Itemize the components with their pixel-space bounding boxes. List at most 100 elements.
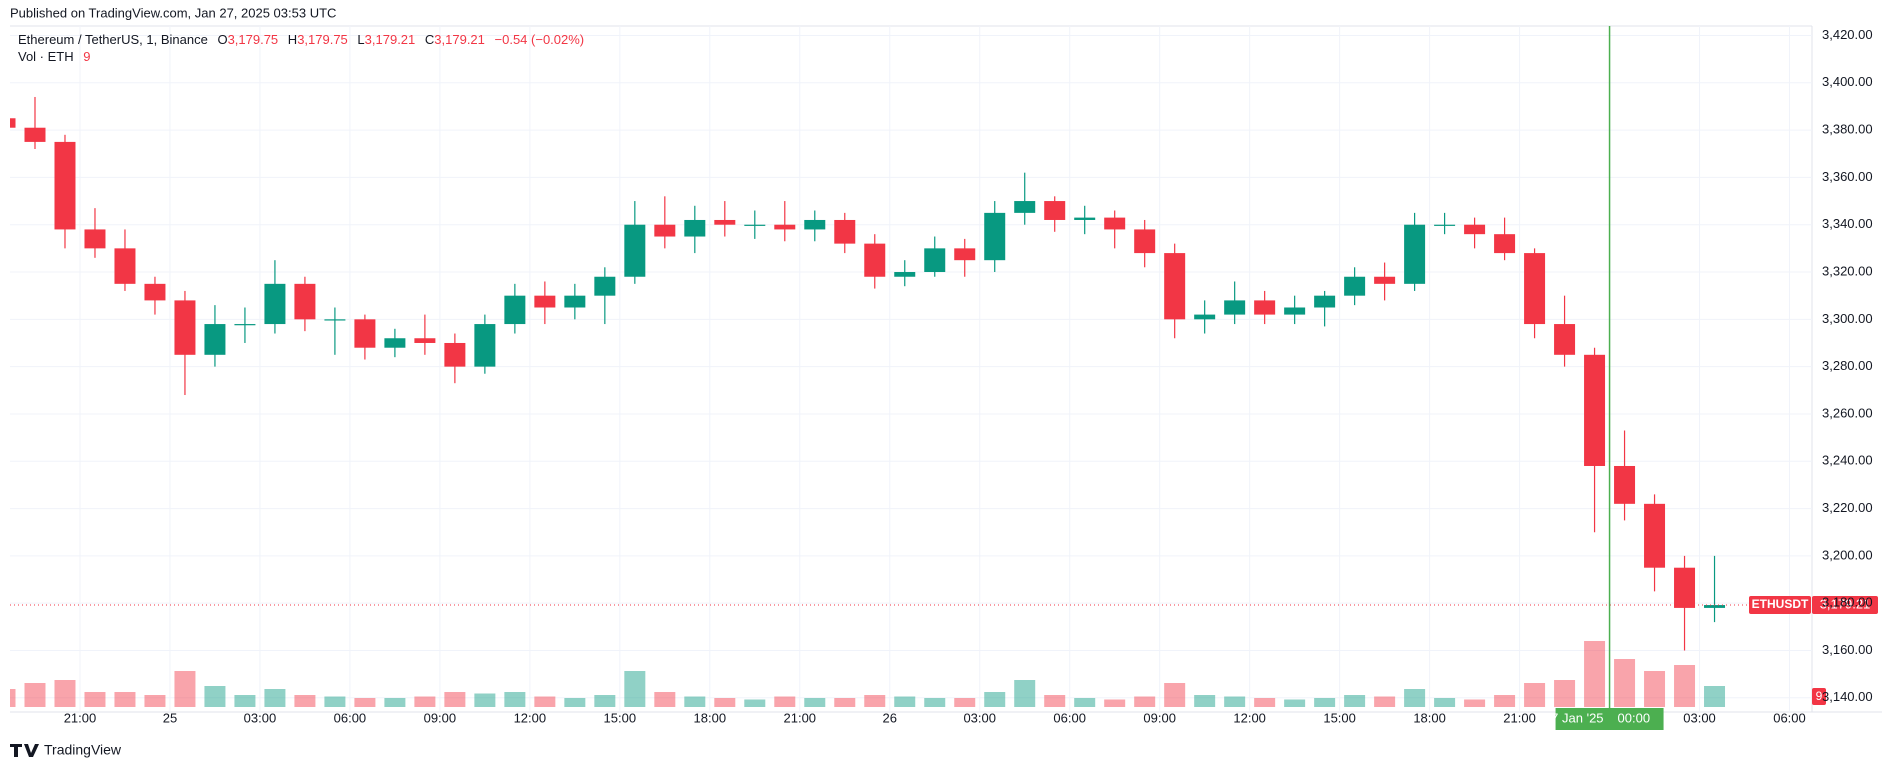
volume-bar <box>1134 696 1156 707</box>
volume-bar <box>1554 680 1576 707</box>
legend-close: 3,179.21 <box>434 32 485 47</box>
volume-bar <box>804 698 826 707</box>
volume-bar <box>834 698 856 707</box>
volume-bar <box>1494 695 1516 707</box>
volume-bar <box>774 696 796 707</box>
volume-bar <box>984 692 1006 707</box>
symbol-badge-bg <box>1749 596 1811 615</box>
volume-bar <box>1404 689 1426 707</box>
candle-body <box>1104 217 1126 230</box>
candle-body <box>1584 354 1606 466</box>
grid <box>10 26 1812 712</box>
candle-body <box>384 338 406 348</box>
plot <box>10 96 1726 707</box>
y-tick-label: 3,360.00 <box>1822 169 1873 184</box>
legend-h-label: H <box>288 32 297 47</box>
volume-last: 9 <box>83 49 90 64</box>
candle-body <box>324 319 346 321</box>
x-tick-label: 06:00 <box>1773 710 1806 725</box>
candle-body <box>1194 314 1216 320</box>
candle-body <box>1164 253 1186 320</box>
volume-bar <box>444 692 466 707</box>
last-price-badge-bg <box>1812 596 1878 615</box>
candle-body <box>1554 324 1576 355</box>
volume-bar <box>264 689 286 707</box>
volume-bar <box>1644 671 1666 707</box>
volume-bar <box>1104 699 1126 707</box>
legend-line: Ethereum / TetherUS, 1, Binance O3,179.7… <box>18 32 584 47</box>
volume-bar <box>1164 683 1186 707</box>
volume-bar <box>414 696 436 707</box>
y-tick-label: 3,320.00 <box>1822 263 1873 278</box>
symbol: Ethereum / TetherUS, 1, Binance <box>18 32 208 47</box>
candle-body <box>354 319 376 348</box>
candle-body <box>1254 300 1276 315</box>
volume-bar <box>384 698 406 707</box>
volume-bar <box>1074 698 1096 707</box>
volume-bar <box>684 696 706 707</box>
candle-body <box>294 283 316 320</box>
candle-body <box>624 224 646 277</box>
volume-bar <box>564 698 586 707</box>
volume-bar <box>894 696 916 707</box>
volume-bar <box>1224 696 1246 707</box>
legend-low: 3,179.21 <box>365 32 416 47</box>
candle-body <box>1704 605 1726 608</box>
volume-bar <box>594 695 616 707</box>
candle-body <box>204 324 226 355</box>
x-tick-label: 03:00 <box>1683 710 1716 725</box>
volume-bar <box>954 698 976 707</box>
candle-body <box>1674 567 1696 608</box>
volume-bar <box>654 692 676 707</box>
volume-bar <box>474 693 496 707</box>
candle-body <box>1344 276 1366 296</box>
volume-bar <box>294 695 316 707</box>
crosshair-date: 27 Jan '25 <box>1544 710 1604 725</box>
candle-body <box>54 141 76 230</box>
volume-bar <box>10 689 16 707</box>
brand-logo: TradingView <box>10 742 122 758</box>
overlay: Ethereum / TetherUS, 1, Binance O3,179.7… <box>10 26 1878 712</box>
x-tick-label: 06:00 <box>334 710 367 725</box>
volume-bar <box>1194 695 1216 707</box>
y-tick-label: 3,380.00 <box>1822 122 1873 137</box>
volume-bar <box>354 698 376 707</box>
volume-bar <box>144 695 166 707</box>
volume-bar <box>1524 683 1546 707</box>
y-tick-label: 3,300.00 <box>1822 311 1873 326</box>
legend-open: 3,179.75 <box>228 32 279 47</box>
candle-body <box>1224 300 1246 315</box>
last-price-badge: 3,179.21 <box>1820 596 1871 611</box>
x-tick-label: 12:00 <box>514 710 547 725</box>
candle-body <box>594 276 616 296</box>
x-tick-label: 18:00 <box>694 710 727 725</box>
volume-bar <box>1044 695 1066 707</box>
legend-l-label: L <box>357 32 364 47</box>
y-tick-label: 3,280.00 <box>1822 358 1873 373</box>
x-tick-label: 15:00 <box>604 710 637 725</box>
x-tick-label: 26 <box>883 710 897 725</box>
x-tick-label: 12:00 <box>1233 710 1266 725</box>
candle-body <box>954 248 976 261</box>
candle-body <box>804 219 826 230</box>
volume-bar <box>744 699 766 707</box>
candle-body <box>984 212 1006 261</box>
volume-bar <box>1254 698 1276 707</box>
candle-body <box>534 295 556 308</box>
x-tick-label: 15:00 <box>1323 710 1356 725</box>
candle-body <box>174 300 196 355</box>
candle-body <box>474 324 496 367</box>
y-tick-label: 3,160.00 <box>1822 642 1873 657</box>
candle-body <box>684 219 706 237</box>
volume-bar <box>54 680 76 707</box>
candle-body <box>834 219 856 244</box>
legend-high: 3,179.75 <box>297 32 348 47</box>
volume-bar <box>234 695 256 707</box>
volume-bar <box>1674 665 1696 707</box>
volume-bar <box>1614 659 1636 707</box>
candle-body <box>1524 253 1546 325</box>
candle-body <box>924 248 946 273</box>
crosshair-label-bg <box>1555 708 1664 730</box>
candle-body <box>894 272 916 277</box>
